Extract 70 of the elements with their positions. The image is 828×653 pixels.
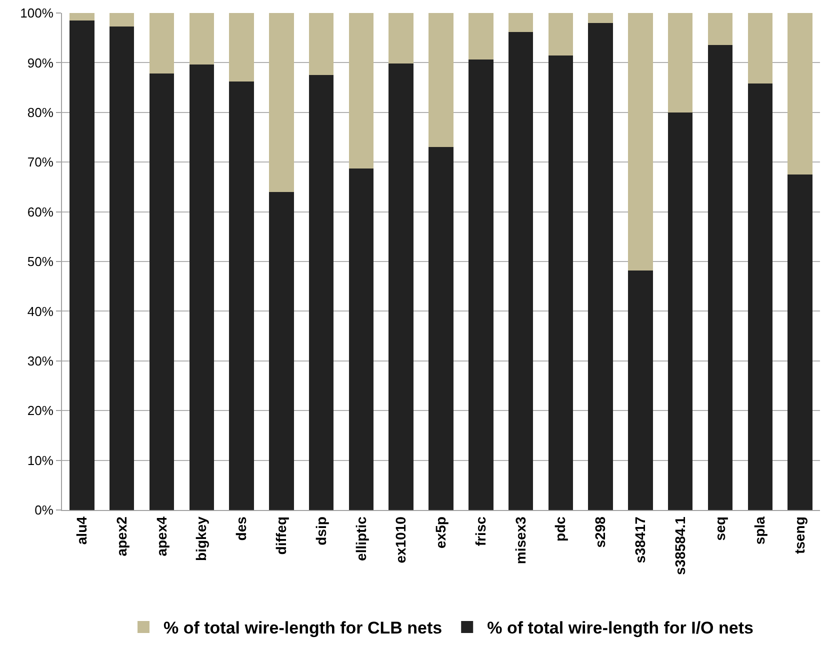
bar xyxy=(388,13,414,64)
bar xyxy=(708,13,733,45)
y-tick-label: 90% xyxy=(27,55,54,70)
x-tick-label: frisc xyxy=(472,516,488,546)
y-tick-label: 60% xyxy=(27,204,54,220)
bar xyxy=(748,13,773,84)
bar xyxy=(109,13,134,26)
bar xyxy=(229,13,254,82)
bar xyxy=(508,13,534,32)
x-tick-label: diffeq xyxy=(272,516,289,555)
x-tick-label: tseng xyxy=(792,516,808,554)
x-tick-label: dsip xyxy=(312,516,329,546)
x-tick-label: des xyxy=(233,516,250,541)
y-tick-label: 0% xyxy=(34,502,54,518)
y-tick-label: 20% xyxy=(27,403,54,418)
bar xyxy=(508,32,534,510)
x-tick-label: seq xyxy=(712,516,728,541)
bar xyxy=(308,13,334,76)
bar xyxy=(388,64,414,510)
bar xyxy=(348,168,374,510)
y-tick-label: 70% xyxy=(27,154,54,170)
bar xyxy=(748,84,773,510)
bar xyxy=(668,112,693,510)
y-tick-label: 30% xyxy=(27,353,54,368)
bar xyxy=(628,270,653,510)
bar xyxy=(70,13,94,20)
x-tick-label: apex2 xyxy=(113,516,130,556)
bar xyxy=(668,13,693,112)
x-tick-label: pdc xyxy=(552,516,568,542)
legend-label: % of total wire-length for I/O nets xyxy=(487,618,754,638)
bar xyxy=(269,192,294,510)
bar xyxy=(229,82,254,510)
bar xyxy=(708,44,733,510)
bar xyxy=(468,60,494,510)
bar xyxy=(588,22,613,510)
y-tick-label: 100% xyxy=(20,6,54,21)
x-tick-label: apex4 xyxy=(153,516,170,556)
bar xyxy=(548,55,574,510)
x-tick-label: elliptic xyxy=(352,516,369,561)
bar xyxy=(149,74,174,510)
x-tick-label: s298 xyxy=(592,516,608,548)
bar xyxy=(428,13,454,148)
bar xyxy=(348,13,374,169)
x-tick-label: s38584.1 xyxy=(672,516,688,576)
bar xyxy=(70,20,94,510)
bar xyxy=(628,13,653,270)
bar xyxy=(308,75,334,510)
x-tick-label: misex3 xyxy=(512,516,528,564)
x-tick-label: bigkey xyxy=(193,516,210,561)
x-tick-label: ex1010 xyxy=(392,516,409,564)
bar xyxy=(548,13,574,56)
bar xyxy=(149,13,174,74)
bar xyxy=(788,174,812,510)
y-tick-label: 80% xyxy=(27,104,54,120)
bar xyxy=(189,64,214,510)
x-tick-label: s38417 xyxy=(632,516,648,564)
x-tick-label: alu4 xyxy=(74,516,90,545)
bar xyxy=(189,13,214,65)
bar xyxy=(428,147,454,510)
bar xyxy=(269,13,294,192)
bar xyxy=(788,13,812,175)
y-tick-label: 40% xyxy=(27,304,54,319)
y-tick-label: 10% xyxy=(27,452,54,468)
bar xyxy=(109,26,134,510)
bar xyxy=(468,13,494,60)
bar xyxy=(588,13,613,23)
y-tick-label: 50% xyxy=(27,254,54,270)
legend-label: % of total wire-length for CLB nets xyxy=(164,618,442,638)
x-tick-label: spla xyxy=(752,516,768,545)
x-tick-label: ex5p xyxy=(432,516,449,549)
